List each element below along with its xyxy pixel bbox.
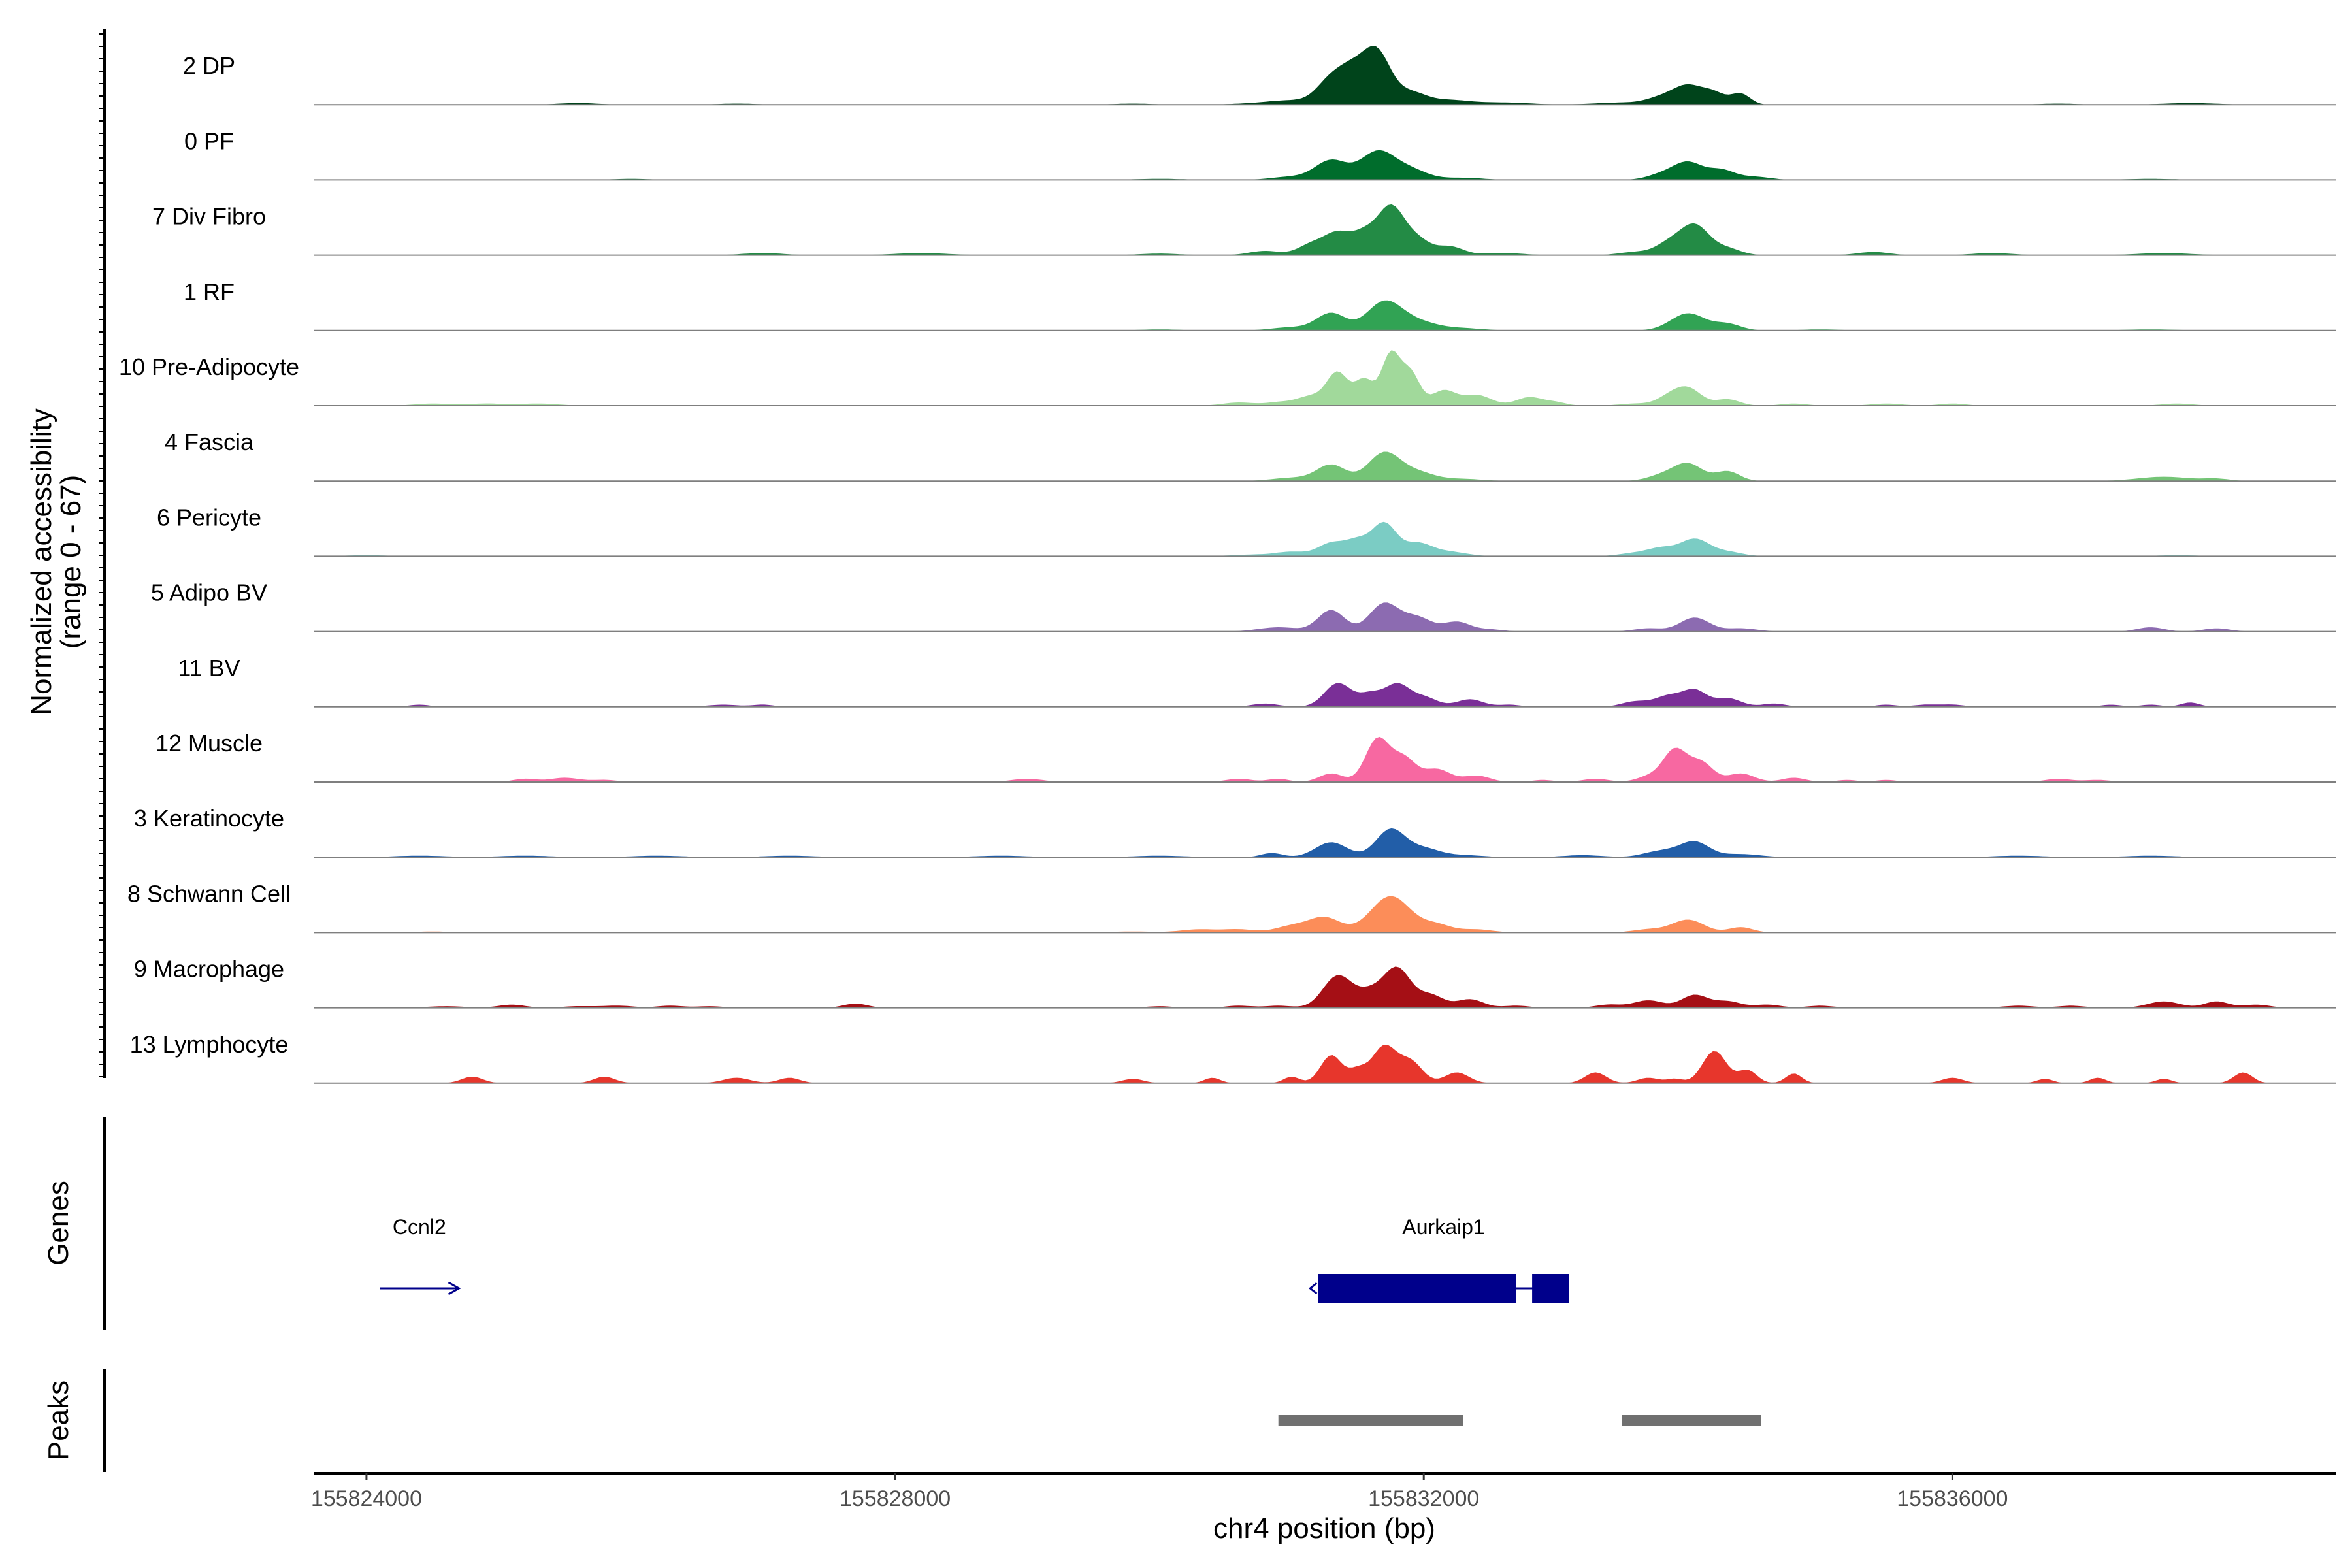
coverage-area — [314, 828, 2336, 858]
x-tick-label: 155836000 — [1897, 1486, 2008, 1511]
y-axis-title: Normalized accessibility — [25, 408, 57, 715]
coverage-area — [314, 966, 2336, 1008]
coverage-area — [314, 451, 2336, 482]
gene-aurkaip1: Aurkaip1 — [1308, 1215, 1569, 1303]
coverage-area — [314, 736, 2336, 782]
x-tick-label: 155824000 — [311, 1486, 422, 1511]
gene-exon — [1532, 1274, 1569, 1303]
coverage-y-axis-ticks — [99, 33, 105, 1077]
track-10: 12 Muscle — [155, 730, 2336, 783]
coverage-area — [314, 683, 2336, 707]
track-14: 13 Lymphocyte — [130, 1031, 2336, 1084]
track-label: 11 BV — [178, 655, 240, 681]
coverage-area — [314, 300, 2336, 331]
gene-name: Ccnl2 — [393, 1215, 446, 1239]
track-1: 2 DP — [183, 46, 2336, 106]
track-label: 4 Fascia — [165, 429, 254, 455]
gene-exon — [1318, 1274, 1516, 1303]
gene-strand-arrow — [1308, 1282, 1318, 1295]
peak-region — [1622, 1415, 1761, 1426]
track-label: 0 PF — [184, 127, 234, 154]
track-11: 3 Keratinocyte — [134, 805, 2336, 858]
track-4: 1 RF — [184, 278, 2336, 331]
track-12: 8 Schwann Cell — [127, 880, 2336, 934]
track-13: 9 Macrophage — [134, 956, 2336, 1009]
peak-regions — [1278, 1415, 1761, 1426]
coverage-area — [314, 896, 2336, 933]
track-label: 6 Pericyte — [157, 504, 261, 531]
peak-region — [1278, 1415, 1463, 1426]
track-label: 3 Keratinocyte — [134, 805, 284, 832]
coverage-area — [314, 204, 2336, 255]
peaks-track-label: Peaks — [42, 1380, 74, 1460]
genes-track-label: Genes — [42, 1181, 74, 1266]
track-2: 0 PF — [184, 127, 2336, 181]
gene-annotations: Ccnl2 Aurkaip1 — [380, 1215, 1569, 1303]
coverage-area — [314, 46, 2336, 105]
x-axis-ticks: 155824000 155828000 155832000 155836000 — [311, 1473, 2008, 1511]
gene-arrow-head — [448, 1281, 461, 1296]
track-9: 11 BV — [178, 655, 2336, 708]
track-label: 2 DP — [183, 52, 235, 79]
track-label: 8 Schwann Cell — [127, 880, 291, 907]
coverage-area — [314, 150, 2336, 180]
coverage-area — [314, 521, 2336, 557]
track-8: 5 Adipo BV — [151, 580, 2336, 632]
track-7: 6 Pericyte — [157, 504, 2336, 557]
track-5: 10 Pre-Adipocyte — [119, 350, 2336, 406]
track-label: 13 Lymphocyte — [130, 1031, 289, 1058]
x-tick-label: 155832000 — [1368, 1486, 1479, 1511]
track-label: 9 Macrophage — [134, 956, 284, 983]
x-tick-label: 155828000 — [840, 1486, 951, 1511]
x-axis-title: chr4 position (bp) — [1213, 1512, 1435, 1544]
y-axis-subtitle: (range 0 - 67) — [55, 475, 87, 649]
track-label: 1 RF — [184, 278, 235, 305]
track-label: 7 Div Fibro — [152, 203, 266, 230]
gene-name: Aurkaip1 — [1402, 1215, 1484, 1239]
track-3: 7 Div Fibro — [152, 203, 2336, 256]
track-label: 10 Pre-Adipocyte — [119, 353, 299, 380]
coverage-tracks: 2 DP 0 PF 7 Div Fibro 1 RF 10 Pre-Adipocyte 4… — [119, 46, 2336, 1084]
track-label: 5 Adipo BV — [151, 580, 267, 606]
track-6: 4 Fascia — [165, 429, 2336, 482]
gene-ccnl2: Ccnl2 — [380, 1215, 461, 1296]
coverage-area — [314, 602, 2336, 632]
track-label: 12 Muscle — [155, 730, 263, 757]
coverage-area — [314, 1045, 2336, 1083]
coverage-area — [314, 350, 2336, 406]
